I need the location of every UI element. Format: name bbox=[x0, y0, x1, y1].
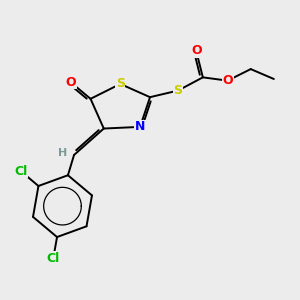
Text: O: O bbox=[65, 76, 76, 89]
Text: H: H bbox=[58, 148, 67, 158]
Text: N: N bbox=[135, 120, 145, 134]
Text: Cl: Cl bbox=[14, 165, 27, 178]
Text: O: O bbox=[191, 44, 202, 57]
Text: S: S bbox=[174, 84, 183, 97]
Text: O: O bbox=[222, 74, 233, 87]
Text: Cl: Cl bbox=[47, 252, 60, 265]
Text: S: S bbox=[116, 77, 125, 91]
